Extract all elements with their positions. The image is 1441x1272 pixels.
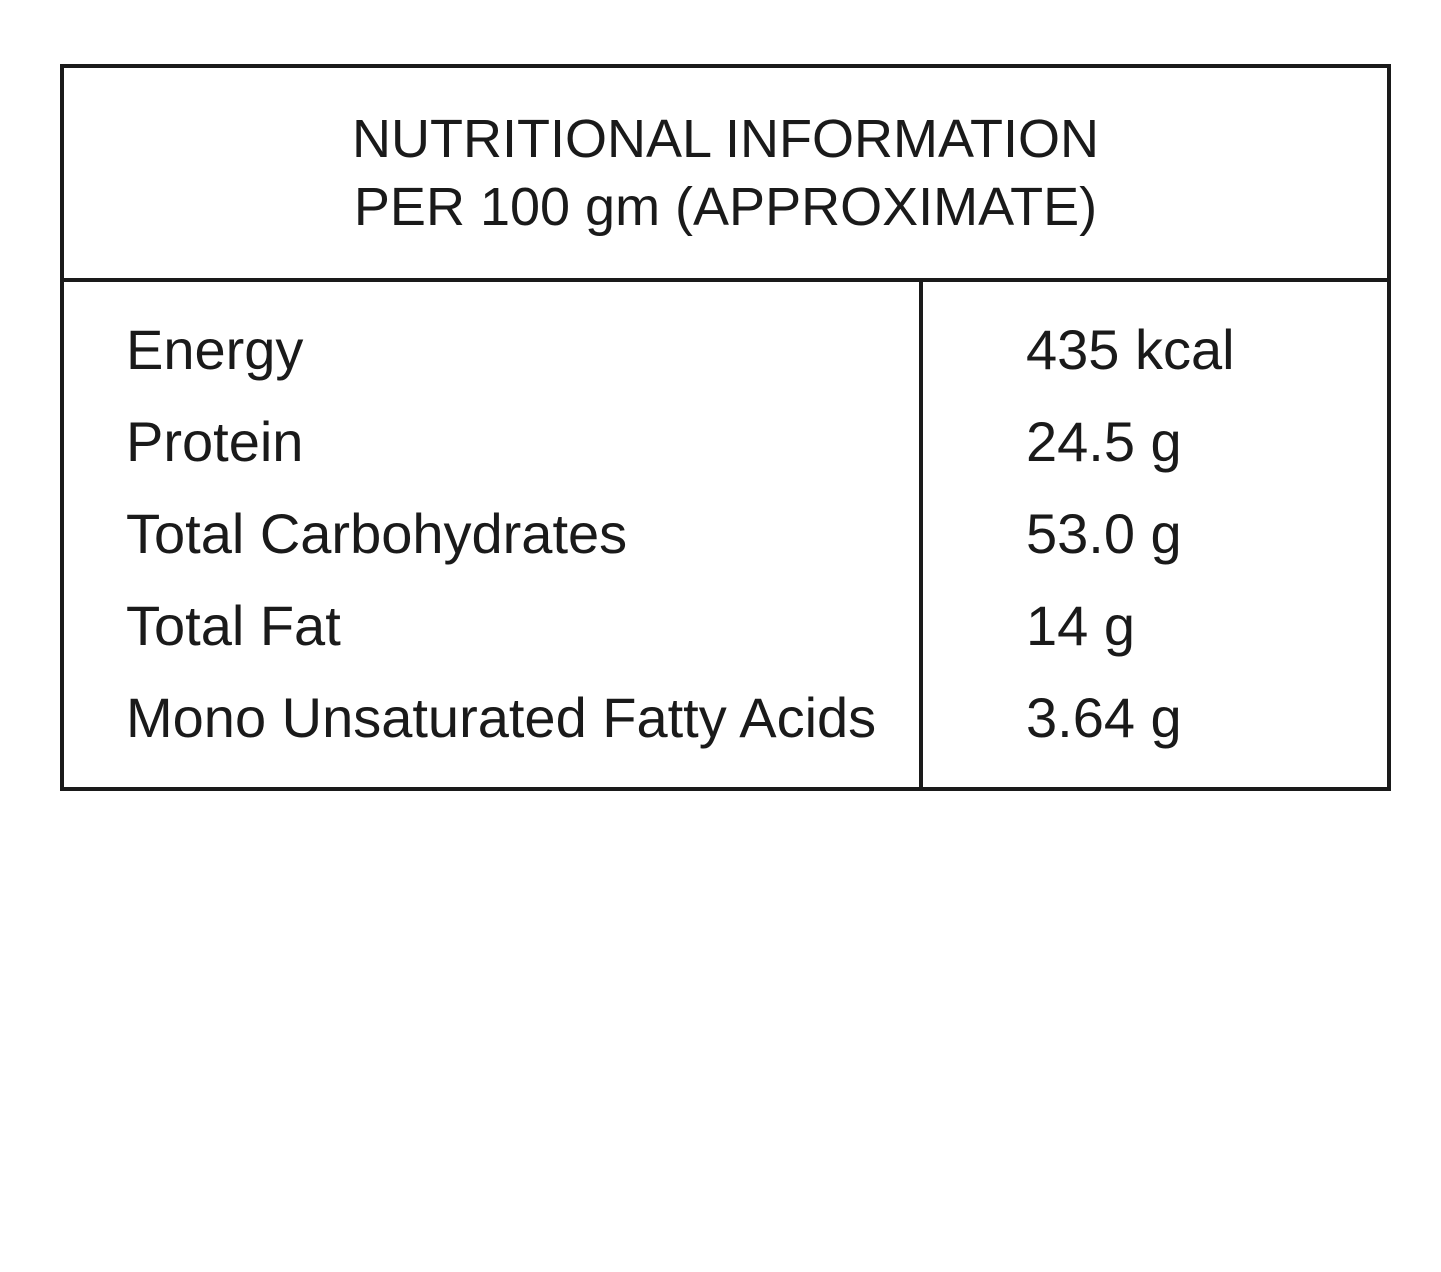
nutrient-row-energy: Energy 435 kcal bbox=[64, 314, 1387, 406]
nutrient-value: 14 g bbox=[1026, 594, 1135, 657]
nutrient-label: Energy bbox=[126, 318, 304, 381]
nutrient-row-total-carbohydrates: Total Carbohydrates 53.0 g bbox=[64, 498, 1387, 590]
panel-header: NUTRITIONAL INFORMATION PER 100 gm (APPR… bbox=[64, 68, 1387, 282]
nutrient-label: Total Carbohydrates bbox=[126, 502, 628, 565]
nutrient-row-protein: Protein 24.5 g bbox=[64, 406, 1387, 498]
nutrient-value: 3.64 g bbox=[1026, 686, 1182, 749]
nutrient-row-mono-unsaturated-fatty-acids: Mono Unsaturated Fatty Acids 3.64 g bbox=[64, 682, 1387, 774]
nutrient-table: Energy 435 kcal Protein 24.5 g Total Car… bbox=[64, 282, 1387, 787]
nutrient-label: Total Fat bbox=[126, 594, 341, 657]
nutrient-value: 435 kcal bbox=[1026, 318, 1235, 381]
nutrient-label: Mono Unsaturated Fatty Acids bbox=[126, 686, 877, 749]
nutrition-facts-panel: NUTRITIONAL INFORMATION PER 100 gm (APPR… bbox=[60, 64, 1391, 791]
nutrient-value: 53.0 g bbox=[1026, 502, 1182, 565]
panel-subtitle: PER 100 gm (APPROXIMATE) bbox=[353, 177, 1098, 237]
nutrient-rows: Energy 435 kcal Protein 24.5 g Total Car… bbox=[64, 314, 1387, 774]
nutrient-row-total-fat: Total Fat 14 g bbox=[64, 590, 1387, 682]
panel-title: NUTRITIONAL INFORMATION bbox=[352, 109, 1099, 169]
nutrient-label: Protein bbox=[126, 410, 304, 473]
nutrient-value: 24.5 g bbox=[1026, 410, 1182, 473]
column-divider bbox=[919, 282, 923, 787]
